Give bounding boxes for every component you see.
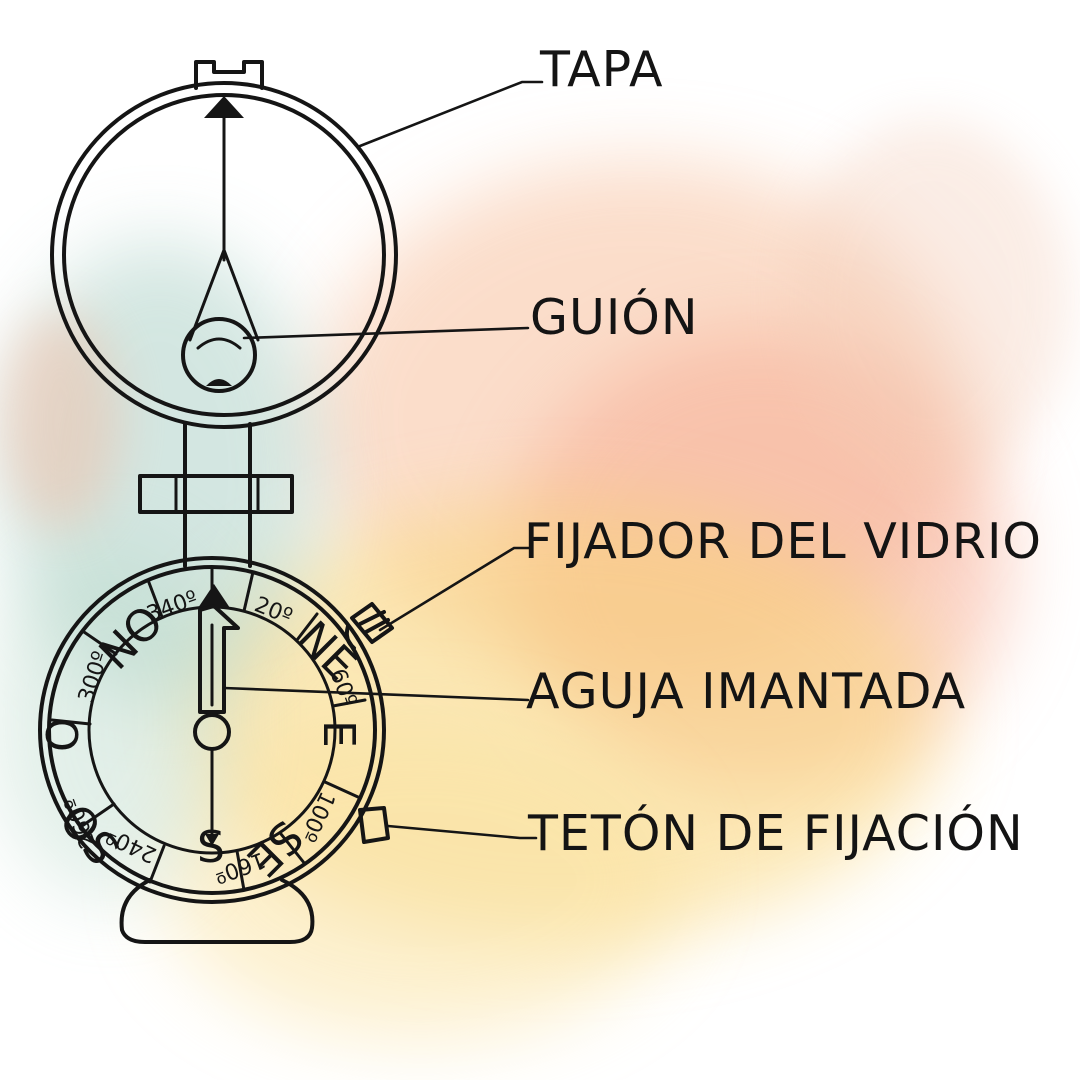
label-tapa: TAPA <box>539 41 664 98</box>
guion-base <box>206 379 232 386</box>
hinge-collar <box>138 474 294 514</box>
magnetic-needle <box>193 604 240 846</box>
label-teton-de-fijacion: TETÓN DE FIJACIÓN <box>527 803 1024 862</box>
label-guion: GUIÓN <box>530 287 699 346</box>
lid-tab <box>194 60 264 90</box>
lid-inner-ring <box>62 93 386 417</box>
watercolor-wash <box>0 120 1070 1040</box>
callout-labels: TAPA GUIÓN FIJADOR DEL VIDRIO AGUJA IMAN… <box>524 41 1042 862</box>
lid-pointer-arrow <box>204 96 244 118</box>
hinge <box>138 422 294 568</box>
lid-outer-ring <box>50 81 398 429</box>
leader-lines <box>222 80 544 840</box>
leader-guion <box>242 326 530 340</box>
leader-teton <box>386 824 538 840</box>
guion-arms <box>188 248 260 342</box>
dial-label-o: O <box>38 717 89 752</box>
fixing-stud <box>358 806 390 844</box>
leader-tapa <box>358 80 544 148</box>
lid <box>50 60 398 429</box>
guion-notch <box>196 337 242 350</box>
dial-outer-ring <box>38 556 386 904</box>
north-arrow <box>198 584 230 608</box>
guion-ring <box>181 317 257 393</box>
dial-label-e: E <box>313 720 364 748</box>
label-fijador-del-vidrio: FIJADOR DEL VIDRIO <box>524 513 1042 570</box>
leader-fijador <box>378 546 534 632</box>
leader-aguja <box>222 686 530 702</box>
glass-fixer-knob <box>344 602 394 650</box>
label-aguja-imantada: AGUJA IMANTADA <box>526 663 966 720</box>
compass-foot <box>119 878 315 944</box>
